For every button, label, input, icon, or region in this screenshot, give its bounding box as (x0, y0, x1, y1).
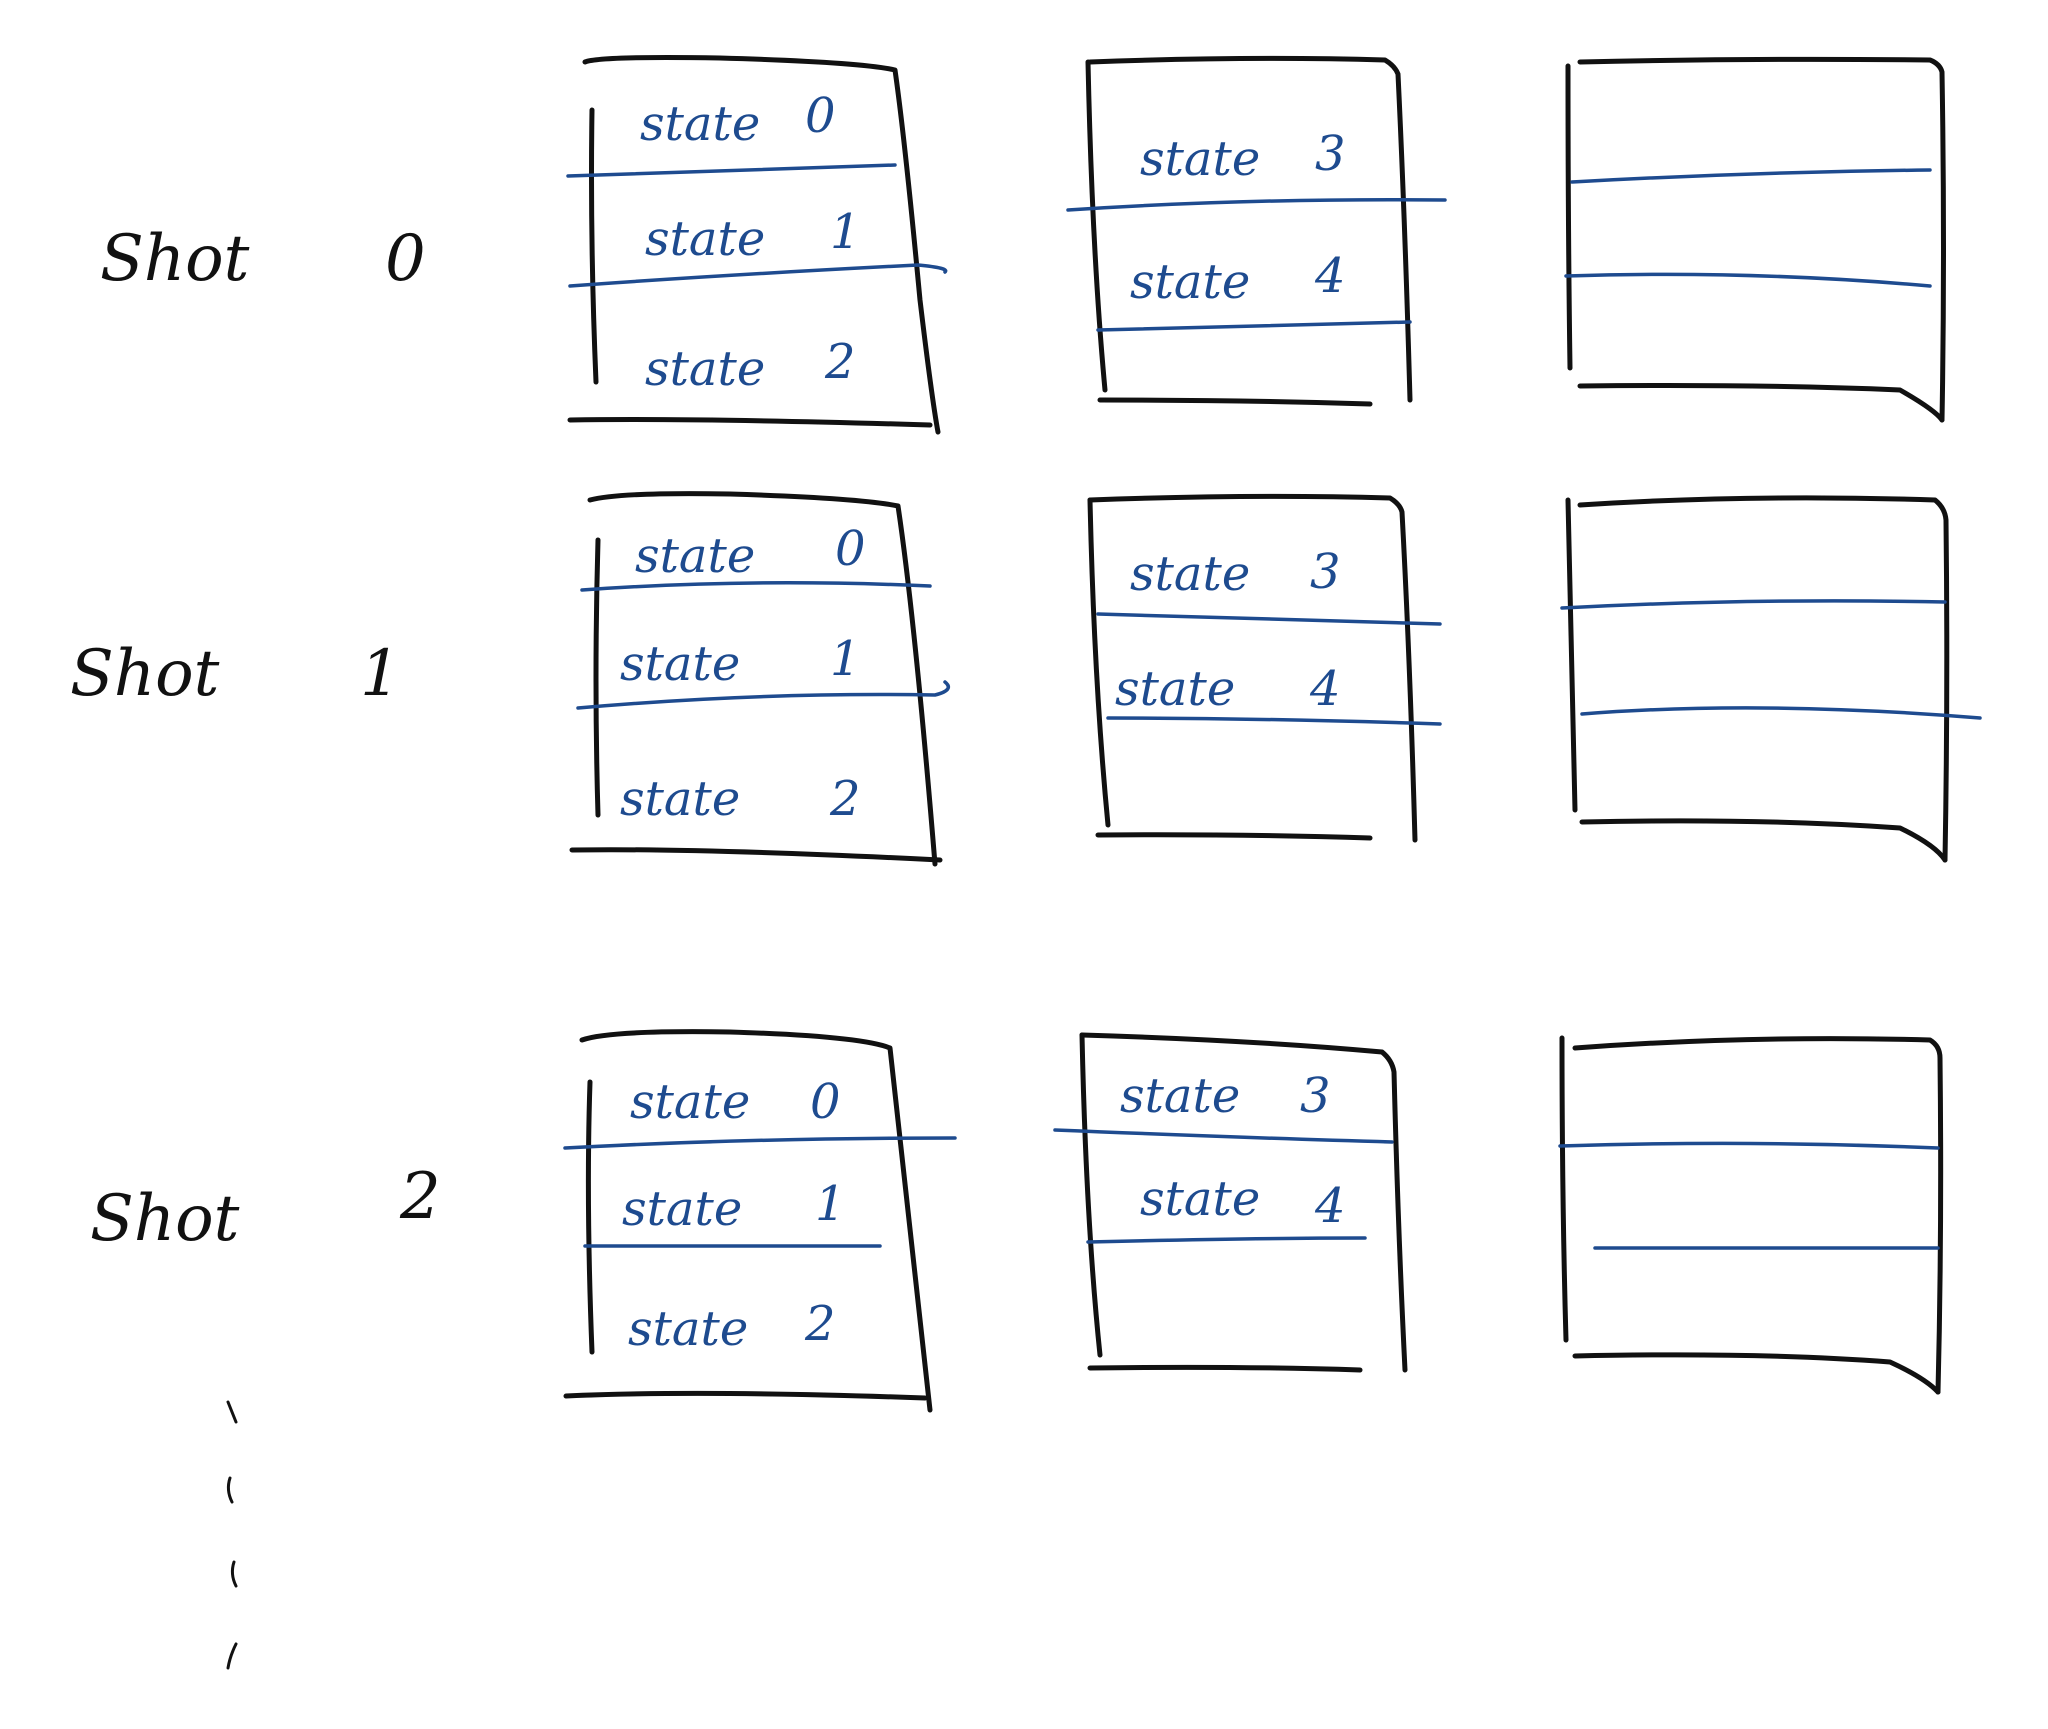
state-number: 0 (805, 88, 836, 144)
state-word: state (1120, 1068, 1240, 1124)
state-number: 2 (804, 1296, 836, 1352)
state-word: state (622, 1181, 742, 1237)
state-word: state (1130, 254, 1250, 310)
state-divider (1053, 1128, 1394, 1144)
state-box: state 0 state 1 state 2 (569, 491, 951, 867)
state-word: state (620, 771, 740, 827)
box-bottom-edge (1577, 383, 1945, 423)
box-bottom-edge (567, 417, 933, 428)
box-outline (1087, 55, 1413, 403)
continuation-tick (230, 1560, 238, 1588)
state-number: 4 (1309, 661, 1341, 717)
box-left-edge (1085, 59, 1108, 393)
state-box: state 3 state 4 (1066, 55, 1447, 407)
shot-number: 0 (385, 222, 426, 296)
state-divider (568, 263, 948, 288)
box-outline (1577, 56, 1946, 423)
box-left-edge (1079, 1032, 1103, 1358)
state-box: state 0 state 1 state 2 (563, 1029, 957, 1413)
state-divider (566, 163, 897, 178)
state-number: 0 (810, 1074, 841, 1130)
shot-row-0: Shot 0 state 0 state 1 state 2 state 3 s… (100, 55, 1946, 435)
state-box (1564, 56, 1946, 423)
state-divider (1106, 716, 1442, 726)
box-left-edge (589, 107, 599, 385)
box-bottom-edge (1579, 818, 1948, 863)
state-number: 1 (830, 204, 861, 260)
shot-number: 2 (399, 1160, 441, 1234)
state-number: 0 (835, 521, 866, 577)
state-number: 1 (830, 631, 861, 687)
box-bottom-edge (563, 1390, 928, 1401)
state-divider (1564, 272, 1932, 288)
state-number: 3 (1310, 544, 1341, 600)
box-bottom-edge (1095, 832, 1373, 841)
box-left-edge (1559, 1035, 1569, 1343)
state-word: state (640, 96, 760, 152)
state-number: 3 (1315, 126, 1346, 182)
shot-label: Shot (90, 1182, 240, 1256)
state-box (1560, 495, 1982, 863)
box-outline (579, 1029, 933, 1413)
state-number: 3 (1300, 1068, 1331, 1124)
shot-number: 1 (360, 637, 401, 711)
state-box: state 3 state 4 (1053, 1032, 1408, 1373)
state-word: state (1130, 546, 1250, 602)
continuation-tick (226, 1400, 238, 1424)
state-divider (1066, 197, 1447, 212)
state-word: state (1115, 661, 1235, 717)
box-left-edge (1087, 497, 1111, 828)
state-word: state (630, 1074, 750, 1130)
box-outline (1079, 1032, 1408, 1373)
state-word: state (1140, 131, 1260, 187)
state-divider (1558, 1141, 1940, 1150)
shot-row-1: Shot 1 state 0 state 1 state 2 state 3 s… (70, 491, 1982, 867)
box-bottom-edge (1087, 1364, 1363, 1373)
state-number: 2 (829, 771, 861, 827)
box-left-edge (1565, 63, 1573, 371)
state-divider (1086, 1236, 1367, 1244)
box-outline (582, 55, 941, 435)
state-box: state 3 state 4 (1087, 493, 1442, 843)
shot-label: Shot (70, 637, 220, 711)
state-divider (1570, 168, 1932, 184)
state-number: 4 (1314, 248, 1346, 304)
box-outline (1577, 495, 1950, 863)
state-divider (580, 581, 932, 592)
state-box (1558, 1035, 1944, 1395)
shot-row-2: Shot 2 state 0 state 1 state 2 state 3 s… (90, 1029, 1944, 1413)
state-word: state (620, 636, 740, 692)
state-divider (1096, 320, 1412, 332)
state-box: state 0 state 1 state 2 (566, 55, 948, 435)
box-bottom-edge (1097, 397, 1373, 407)
state-word: state (628, 1301, 748, 1357)
box-left-edge (1565, 497, 1578, 813)
state-word: state (635, 528, 755, 584)
state-divider (563, 1136, 957, 1150)
state-number: 4 (1314, 1178, 1346, 1234)
state-number: 1 (815, 1176, 846, 1232)
state-word: state (645, 211, 765, 267)
shot-label: Shot (100, 222, 250, 296)
state-divider (1096, 612, 1442, 626)
box-bottom-edge (569, 847, 943, 863)
state-divider (1560, 599, 1947, 610)
state-divider (1580, 706, 1982, 720)
box-bottom-edge (1572, 1352, 1941, 1395)
box-outline (1572, 1036, 1944, 1395)
box-outline (1087, 493, 1418, 843)
state-word: state (1140, 1171, 1260, 1227)
state-divider (576, 680, 951, 710)
continuation-tick (226, 1476, 234, 1504)
continuation-marks (226, 1400, 238, 1670)
continuation-tick (226, 1642, 238, 1670)
state-number: 2 (824, 334, 856, 390)
box-left-edge (585, 1079, 595, 1355)
state-word: state (645, 341, 765, 397)
box-left-edge (593, 537, 601, 818)
